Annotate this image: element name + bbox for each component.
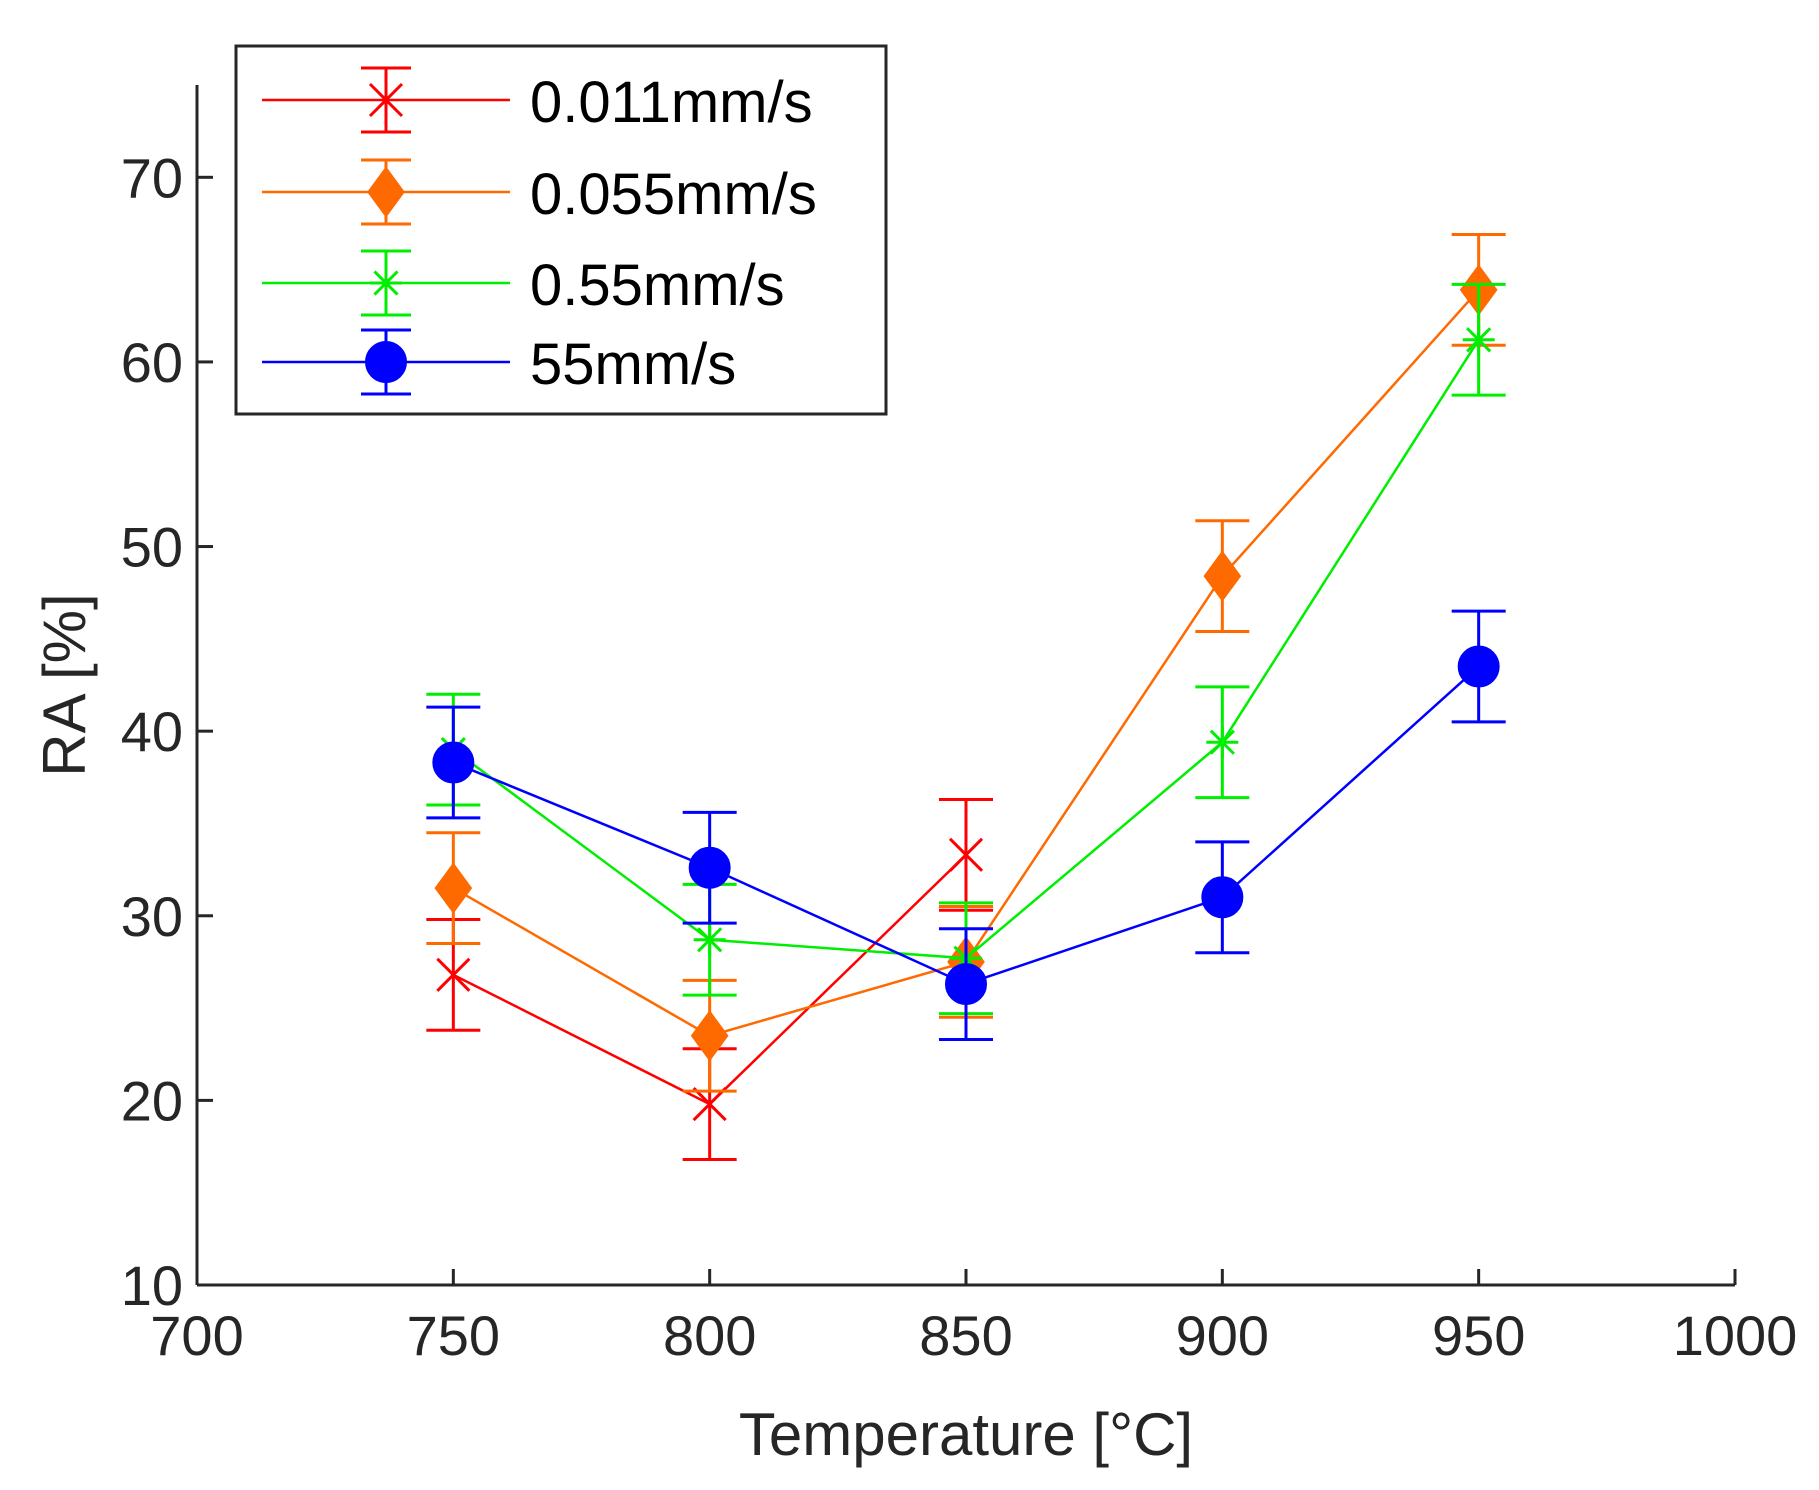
y-axis-label: RA [%]: [31, 593, 98, 776]
series-3: [426, 609, 1506, 1041]
y-tick-label: 10: [121, 1254, 183, 1317]
marker-circle: [688, 846, 731, 889]
legend-label: 0.011mm/s: [530, 70, 813, 135]
marker-diamond: [1203, 550, 1242, 602]
x-tick-label: 800: [663, 1304, 756, 1367]
x-axis-label: Temperature [°C]: [739, 1401, 1193, 1468]
x-tick-label: 900: [1176, 1304, 1269, 1367]
marker-x: [948, 837, 984, 872]
series-layer: [426, 233, 1506, 1161]
legend-entry-1: 0.055mm/s: [262, 158, 817, 227]
marker-asterisk: [373, 270, 399, 296]
marker-circle: [945, 963, 987, 1006]
legend-entry-2: 0.55mm/s: [262, 249, 785, 318]
legend: 0.011mm/s 0.055mm/s 0.55mm/s 55mm/s: [234, 44, 888, 416]
marker-x: [368, 82, 404, 118]
marker-diamond: [690, 1010, 729, 1062]
y-tick-label: 70: [121, 146, 183, 209]
y-tick-label: 60: [121, 331, 183, 394]
legend-entry-3: 55mm/s: [262, 328, 736, 397]
legend-entry-0: 0.011mm/s: [262, 66, 813, 135]
marker-asterisk: [1466, 327, 1492, 353]
legend-label: 0.55mm/s: [530, 253, 785, 318]
axes: 700 750 800 850 900 950 1000 10 20 30 40 50 60 70: [121, 85, 1798, 1367]
y-tick-label: 30: [121, 885, 183, 948]
legend-label: 55mm/s: [530, 332, 736, 397]
y-tick-label: 20: [121, 1069, 183, 1132]
x-tick-label: 950: [1432, 1304, 1525, 1367]
x-tick-label: 1000: [1673, 1304, 1798, 1367]
marker-diamond: [434, 862, 473, 914]
marker-circle: [1457, 645, 1500, 688]
x-tick-label: 750: [407, 1304, 500, 1367]
legend-label: 0.055mm/s: [530, 162, 817, 227]
y-tick-label: 50: [121, 516, 183, 579]
marker-asterisk: [697, 927, 723, 953]
marker-asterisk: [1209, 729, 1235, 755]
legend-box: [234, 44, 888, 416]
marker-circle: [365, 341, 407, 383]
marker-x: [436, 957, 471, 992]
marker-circle: [1201, 876, 1244, 919]
x-tick-label: 700: [150, 1304, 243, 1367]
y-tick-label: 40: [121, 700, 183, 763]
marker-x: [692, 1087, 727, 1122]
x-tick-label: 850: [919, 1304, 1012, 1367]
marker-diamond: [367, 166, 405, 218]
marker-circle: [432, 741, 475, 784]
